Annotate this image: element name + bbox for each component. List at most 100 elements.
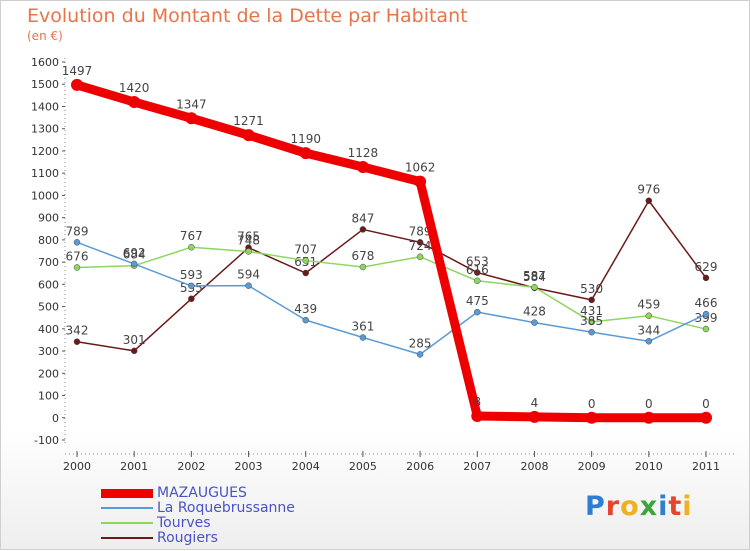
data-label: 459 xyxy=(637,298,660,312)
data-point xyxy=(73,338,81,345)
x-tick-label: 2007 xyxy=(463,460,491,473)
data-point xyxy=(416,253,424,261)
data-point xyxy=(471,409,484,422)
data-label: 587 xyxy=(523,269,546,283)
y-tick-label: 800 xyxy=(38,234,59,247)
data-point xyxy=(299,147,312,160)
data-label: 1497 xyxy=(62,64,93,78)
legend-label: Tourves xyxy=(157,515,211,531)
data-label: 629 xyxy=(695,260,718,274)
y-tick-label: 700 xyxy=(38,256,59,269)
data-point xyxy=(302,269,309,277)
x-tick-label: 2000 xyxy=(63,460,91,473)
data-point xyxy=(128,96,141,109)
data-point xyxy=(588,318,595,326)
logo-letter: o xyxy=(620,491,640,522)
data-label: 847 xyxy=(351,211,374,225)
data-point xyxy=(474,308,481,316)
data-point xyxy=(302,316,309,324)
data-point xyxy=(245,282,252,289)
legend-swatch xyxy=(101,537,153,539)
data-point xyxy=(588,328,595,336)
data-point xyxy=(585,411,598,424)
series-line-mazaugues xyxy=(72,80,711,423)
data-label: 361 xyxy=(351,319,374,333)
data-label: 593 xyxy=(180,268,203,282)
data-point xyxy=(474,269,481,276)
data-point xyxy=(531,283,538,291)
chart-unit-label: (en €) xyxy=(27,29,63,43)
y-tick-label: 1000 xyxy=(31,189,59,202)
data-label: 789 xyxy=(409,224,432,238)
data-label: 0 xyxy=(702,397,710,411)
y-tick-label: 1400 xyxy=(31,100,59,113)
logo-letter: x xyxy=(639,491,659,522)
data-point xyxy=(416,239,424,246)
x-tick-label: 2005 xyxy=(349,460,377,473)
data-label: 976 xyxy=(637,183,660,197)
data-label: 678 xyxy=(351,249,374,263)
data-label: 1128 xyxy=(348,146,379,160)
y-tick-label: 1100 xyxy=(31,167,59,180)
legend-swatch xyxy=(101,507,153,509)
data-point xyxy=(642,411,655,424)
proxiti-logo: Proxiti xyxy=(585,491,693,522)
data-label: 1190 xyxy=(290,132,321,146)
data-point xyxy=(302,257,309,264)
data-point xyxy=(702,310,710,318)
data-label: 0 xyxy=(645,397,653,411)
legend-swatch xyxy=(101,522,153,524)
data-label: 653 xyxy=(466,255,489,269)
data-label: 765 xyxy=(237,230,260,244)
data-point xyxy=(71,78,83,91)
data-point xyxy=(645,312,653,319)
x-tick-label: 2008 xyxy=(520,460,548,473)
data-point xyxy=(588,296,595,304)
data-label: 1271 xyxy=(233,114,264,128)
data-label: 789 xyxy=(66,224,89,238)
data-label: 301 xyxy=(123,333,146,347)
data-point xyxy=(188,295,195,303)
data-label: 676 xyxy=(66,249,89,263)
data-label: 530 xyxy=(580,282,603,296)
data-label: 616 xyxy=(466,263,489,277)
data-label: 4 xyxy=(531,396,539,410)
chart-title: Evolution du Montant de la Dette par Hab… xyxy=(27,5,468,27)
data-label: 692 xyxy=(123,246,146,260)
data-label: 684 xyxy=(123,248,146,262)
x-tick-label: 2003 xyxy=(235,460,263,473)
data-point xyxy=(702,274,710,282)
data-label: 707 xyxy=(294,243,317,257)
data-point xyxy=(359,226,367,233)
logo-letter: t xyxy=(668,491,683,522)
data-label: 1062 xyxy=(405,161,436,175)
y-tick-label: 400 xyxy=(38,323,59,336)
data-label: 475 xyxy=(466,294,489,308)
x-tick-label: 2006 xyxy=(406,460,434,473)
y-tick-label: 500 xyxy=(38,301,59,314)
data-point xyxy=(531,319,538,326)
data-point xyxy=(645,338,653,345)
data-point xyxy=(359,263,367,271)
y-tick-label: 200 xyxy=(38,367,59,380)
data-point xyxy=(528,410,541,423)
data-point xyxy=(73,239,81,246)
data-point xyxy=(414,175,427,188)
data-label: 342 xyxy=(66,324,89,338)
data-label: 748 xyxy=(237,233,260,247)
y-tick-label: 1200 xyxy=(31,145,59,158)
y-tick-label: 1300 xyxy=(31,123,59,136)
y-tick-label: 1500 xyxy=(31,78,59,91)
data-label: 285 xyxy=(409,336,432,350)
data-point xyxy=(188,243,195,251)
data-point xyxy=(474,277,481,285)
data-point xyxy=(356,160,369,173)
data-label: 584 xyxy=(523,270,546,284)
y-tick-label: 1600 xyxy=(31,56,59,69)
data-label: 344 xyxy=(637,323,660,337)
series-line-tourves xyxy=(76,246,707,330)
data-label: 431 xyxy=(580,304,603,318)
y-tick-label: 300 xyxy=(38,345,59,358)
